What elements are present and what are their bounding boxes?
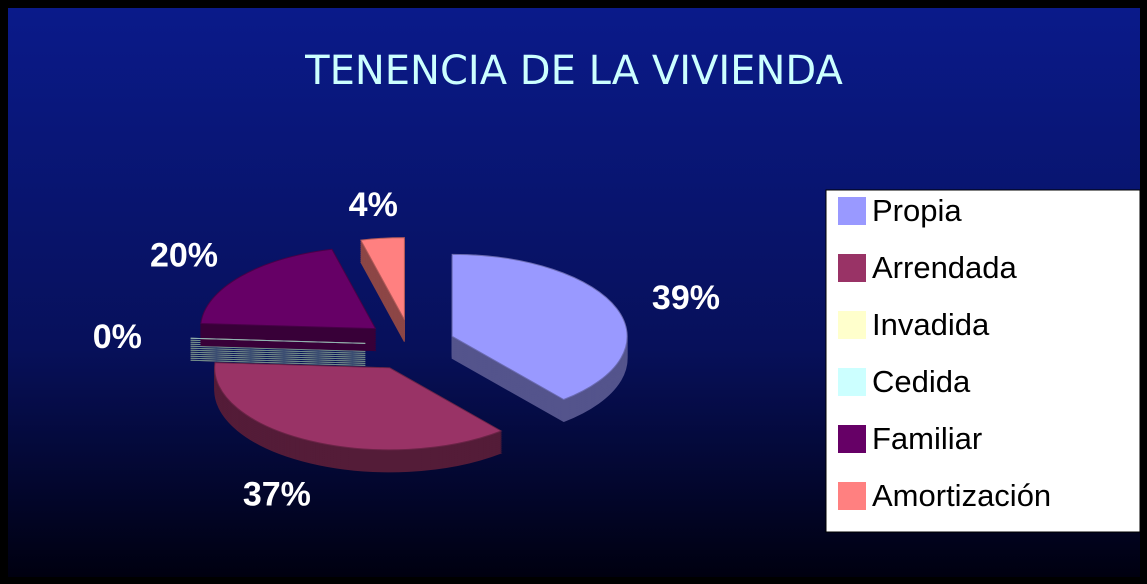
chart-title: TENENCIA DE LA VIVIENDA — [304, 48, 843, 94]
value-label: 0% — [93, 318, 142, 356]
legend-swatch — [838, 425, 866, 453]
slice-side — [190, 347, 366, 354]
legend-label: Familiar — [872, 421, 982, 456]
slice-side — [190, 349, 366, 356]
legend — [825, 189, 1141, 533]
legend-label: Invadida — [872, 307, 990, 342]
legend-label: Arrendada — [872, 250, 1018, 285]
legend-swatch — [838, 482, 866, 510]
slice-side — [190, 353, 366, 360]
legend-label: Propia — [872, 193, 962, 228]
value-label: 20% — [150, 236, 218, 274]
slice — [360, 237, 405, 320]
legend-swatch — [838, 311, 866, 339]
slice — [190, 337, 366, 344]
slice-side — [190, 351, 366, 358]
slice-side — [190, 357, 366, 364]
slice-side — [190, 359, 366, 366]
legend-swatch — [838, 254, 866, 282]
legend-label: Cedida — [872, 364, 971, 399]
slice — [214, 362, 503, 451]
slice-side — [190, 345, 366, 352]
value-label: 39% — [652, 279, 720, 317]
value-label: 4% — [349, 186, 398, 224]
legend-swatch — [838, 197, 866, 225]
slice — [451, 253, 628, 401]
value-label: 37% — [243, 476, 311, 514]
legend-swatch — [838, 368, 866, 396]
legend-label: Amortización — [872, 478, 1051, 513]
slice-side — [190, 355, 366, 362]
slice — [200, 248, 377, 330]
